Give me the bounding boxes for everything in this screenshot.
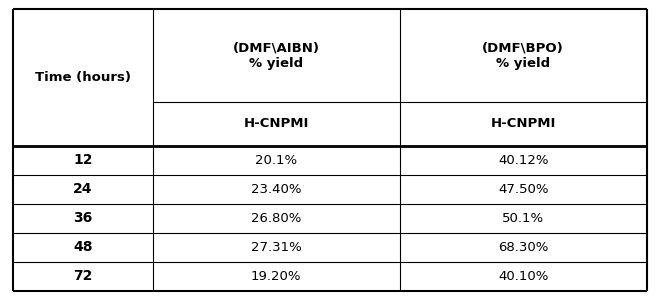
Text: 40.12%: 40.12% xyxy=(498,154,548,167)
Text: 24: 24 xyxy=(73,182,92,196)
Text: 47.50%: 47.50% xyxy=(498,183,548,196)
Text: 50.1%: 50.1% xyxy=(502,212,544,225)
Text: 23.40%: 23.40% xyxy=(251,183,302,196)
Text: 19.20%: 19.20% xyxy=(251,270,302,283)
Text: 72: 72 xyxy=(73,269,92,284)
Text: 26.80%: 26.80% xyxy=(251,212,302,225)
Text: (DMF\AIBN)
% yield: (DMF\AIBN) % yield xyxy=(232,41,319,70)
Text: (DMF\BPO)
% yield: (DMF\BPO) % yield xyxy=(482,41,564,70)
Text: 40.10%: 40.10% xyxy=(498,270,548,283)
Text: 20.1%: 20.1% xyxy=(255,154,297,167)
Text: Time (hours): Time (hours) xyxy=(35,71,131,84)
Text: 12: 12 xyxy=(73,153,92,167)
Text: 27.31%: 27.31% xyxy=(251,241,302,254)
Text: 48: 48 xyxy=(73,240,92,254)
Text: H-CNPMI: H-CNPMI xyxy=(244,117,309,130)
Text: 68.30%: 68.30% xyxy=(498,241,548,254)
Text: H-CNPMI: H-CNPMI xyxy=(490,117,556,130)
Text: 36: 36 xyxy=(73,212,92,225)
